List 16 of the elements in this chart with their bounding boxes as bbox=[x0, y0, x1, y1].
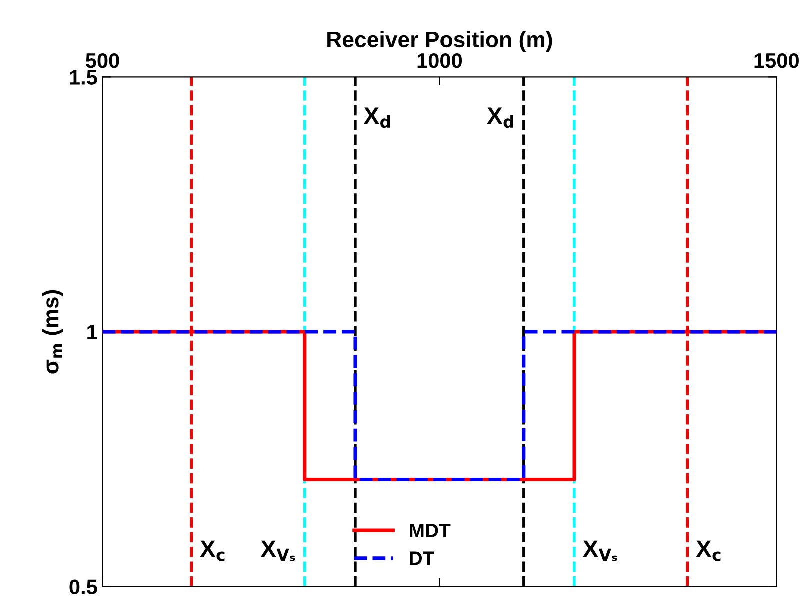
y-tick-label: 1.5 bbox=[70, 70, 98, 85]
legend-label: DT bbox=[410, 552, 435, 566]
ref-line-label: X$_{Vₛ}$ bbox=[260, 540, 296, 562]
ref-line-label: X$_{d}$ bbox=[364, 108, 390, 128]
y-tick-label: 0.5 bbox=[70, 580, 98, 594]
ref-line-label: X$_{c}$ bbox=[696, 540, 721, 562]
ref-line-label: X$_{c}$ bbox=[200, 540, 225, 562]
ref-line-label: X$_{Vₛ}$ bbox=[583, 540, 618, 562]
y-tick-label: 1 bbox=[88, 325, 98, 340]
x-axis-title: Receiver Position (m) bbox=[328, 31, 552, 52]
ref-line-label: X$_{d}$ bbox=[487, 108, 514, 128]
x-tick-label: 500 bbox=[86, 53, 120, 68]
legend-label: MDT bbox=[410, 524, 451, 538]
x-tick-label: 1500 bbox=[754, 53, 799, 68]
y-axis-title: σ$_{m}$ (ms) bbox=[42, 290, 64, 374]
x-tick-label: 1000 bbox=[418, 53, 462, 68]
